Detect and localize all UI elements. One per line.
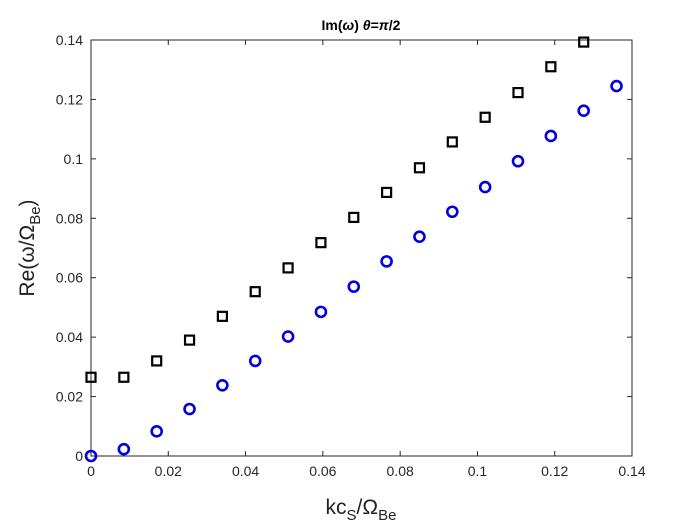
y-axis-label: Re(ω/ΩBe) xyxy=(16,199,44,296)
x-tick-label: 0.08 xyxy=(387,463,414,479)
data-point-square xyxy=(249,286,261,298)
x-tick-label: 0.06 xyxy=(309,463,336,479)
y-tick-label: 0.04 xyxy=(56,329,83,345)
y-tick-label: 0.1 xyxy=(64,151,84,167)
y-tick-label: 0.02 xyxy=(56,389,83,405)
x-axis-label: kcS/ΩBe xyxy=(326,496,397,524)
x-tick-label: 0.02 xyxy=(155,463,182,479)
data-point-square xyxy=(216,310,228,322)
data-point-square xyxy=(315,237,327,249)
data-point-circle xyxy=(511,154,525,168)
data-point-square xyxy=(85,371,97,383)
x-axis-ticks: 0 0.02 0.04 0.06 0.08 0.1 0.12 0.14 xyxy=(87,40,646,479)
data-point-square xyxy=(446,136,458,148)
data-point-square xyxy=(282,262,294,274)
data-point-square xyxy=(578,36,590,48)
data-point-square xyxy=(151,355,163,367)
data-point-square xyxy=(381,186,393,199)
data-point-circle xyxy=(610,79,623,93)
data-point-circle xyxy=(577,104,590,118)
series-square-markers xyxy=(85,36,590,383)
data-point-square xyxy=(512,86,524,99)
x-tick-label: 0 xyxy=(87,463,95,479)
data-point-square xyxy=(348,211,360,223)
data-point-square xyxy=(413,162,426,174)
y-tick-label: 0.08 xyxy=(56,210,83,226)
data-point-circle xyxy=(248,354,262,368)
data-point-circle xyxy=(314,305,328,319)
x-tick-label: 0.12 xyxy=(541,463,568,479)
x-tick-label: 0.04 xyxy=(232,463,259,479)
y-axis-ticks: 0 0.02 0.04 0.06 0.08 0.1 0.12 0.14 xyxy=(56,32,632,464)
data-point-square xyxy=(479,111,491,123)
x-tick-label: 0.1 xyxy=(468,463,488,479)
data-point-square xyxy=(183,334,196,346)
data-point-circle xyxy=(216,378,229,392)
axes-box xyxy=(90,39,633,457)
y-tick-label: 0.06 xyxy=(56,270,83,286)
data-point-square xyxy=(118,371,130,383)
chart-title: Im(ω) θ=π/2 xyxy=(322,17,401,33)
data-point-circle xyxy=(413,230,426,244)
data-point-circle xyxy=(347,280,361,293)
data-point-circle xyxy=(150,425,163,438)
data-point-circle xyxy=(446,205,459,219)
plot-area xyxy=(90,39,633,457)
data-point-circle xyxy=(281,330,295,343)
y-tick-label: 0.12 xyxy=(56,91,83,107)
data-markers xyxy=(84,36,623,463)
data-point-circle xyxy=(380,255,393,268)
y-tick-label: 0.14 xyxy=(56,32,83,48)
data-point-circle xyxy=(544,129,558,143)
x-tick-label: 0.14 xyxy=(618,463,645,479)
data-point-circle xyxy=(117,442,131,456)
y-tick-label: 0 xyxy=(75,448,83,464)
data-point-circle xyxy=(478,180,492,194)
series-circle-markers xyxy=(84,79,623,463)
data-point-circle xyxy=(183,402,196,416)
data-point-square xyxy=(545,61,557,73)
data-point-circle xyxy=(84,449,98,463)
